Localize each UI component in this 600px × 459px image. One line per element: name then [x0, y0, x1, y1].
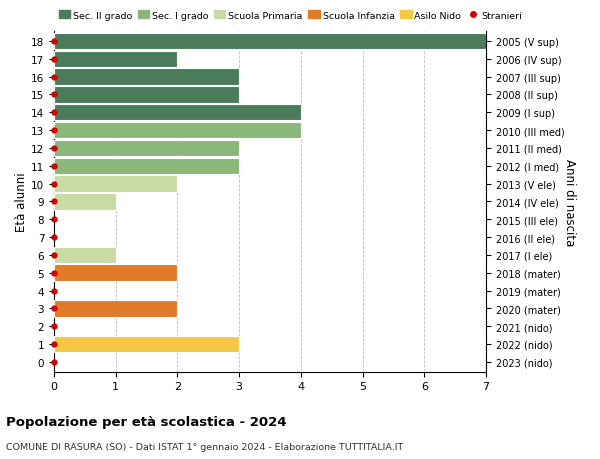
Bar	[54, 87, 239, 103]
Text: COMUNE DI RASURA (SO) - Dati ISTAT 1° gennaio 2024 - Elaborazione TUTTITALIA.IT: COMUNE DI RASURA (SO) - Dati ISTAT 1° ge…	[6, 442, 403, 451]
Bar	[54, 194, 116, 210]
Bar	[54, 123, 301, 139]
Y-axis label: Età alunni: Età alunni	[15, 172, 28, 232]
Bar	[54, 336, 239, 353]
Y-axis label: Anni di nascita: Anni di nascita	[563, 158, 575, 246]
Bar	[54, 105, 301, 121]
Text: Popolazione per età scolastica - 2024: Popolazione per età scolastica - 2024	[6, 415, 287, 428]
Bar	[54, 69, 239, 86]
Bar	[54, 176, 178, 192]
Bar	[54, 158, 239, 174]
Bar	[54, 265, 178, 281]
Bar	[54, 140, 239, 157]
Bar	[54, 51, 178, 68]
Bar	[54, 301, 178, 317]
Bar	[54, 247, 116, 263]
Bar	[54, 34, 486, 50]
Legend: Sec. II grado, Sec. I grado, Scuola Primaria, Scuola Infanzia, Asilo Nido, Stran: Sec. II grado, Sec. I grado, Scuola Prim…	[59, 11, 522, 21]
